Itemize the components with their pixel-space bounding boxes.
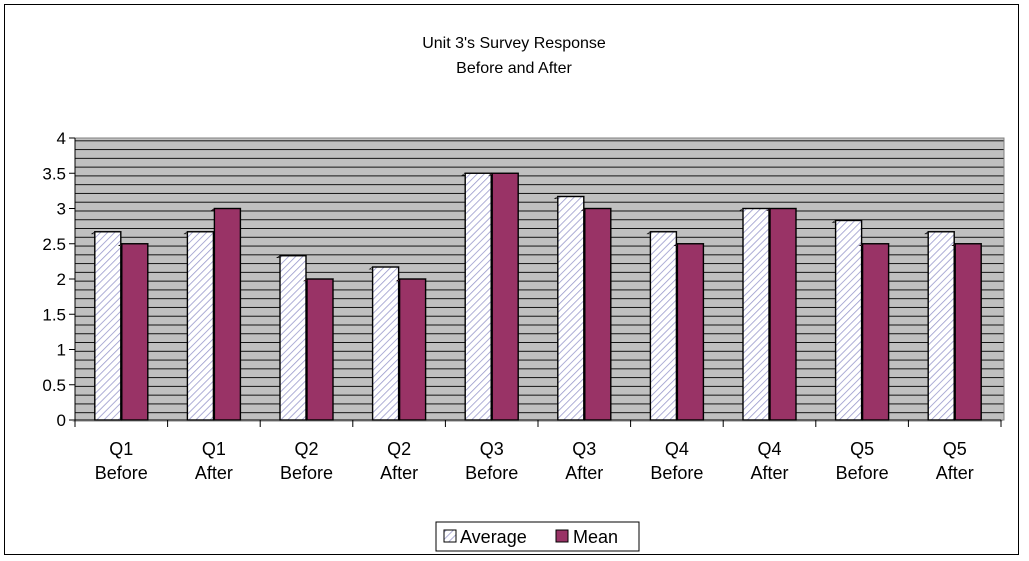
bar-face (491, 172, 519, 421)
legend-label-average: Average (460, 527, 527, 547)
bar-face (834, 219, 863, 421)
bar-face (557, 195, 585, 421)
bar-mean (673, 243, 705, 421)
bar-face (954, 243, 982, 421)
bar-face (464, 172, 492, 421)
bar-average (831, 219, 863, 421)
axis-labels: 0 0.5 1 1.5 2 2.5 3 3.5 4 Q1 Before Q1 After Q2 Before… (42, 129, 973, 483)
bar-face (649, 231, 678, 421)
bar-average (276, 255, 307, 421)
bar-mean (395, 278, 427, 421)
bar-face (861, 243, 890, 421)
bar-average (739, 207, 770, 421)
bar-average (183, 231, 215, 421)
x-category-label-line1: Q5 (850, 439, 874, 459)
x-category-label-line1: Q2 (294, 439, 318, 459)
bar-face (676, 243, 705, 421)
chart-subtitle: Before and After (456, 60, 572, 77)
bar-mean (951, 243, 983, 421)
bar-mean (488, 172, 520, 421)
x-category-label-line2: After (936, 463, 974, 483)
legend-label-mean: Mean (573, 527, 618, 547)
bar-mean (766, 207, 797, 421)
bar-face (186, 231, 215, 421)
x-category-label-line1: Q3 (572, 439, 596, 459)
x-category-label-line2: After (380, 463, 418, 483)
x-category-label-line1: Q3 (480, 439, 504, 459)
x-category-label-line2: After (750, 463, 788, 483)
bar-mean (858, 243, 890, 421)
y-tick-label: 4 (57, 129, 66, 148)
x-category-label-line1: Q4 (665, 439, 689, 459)
x-category-label-line1: Q2 (387, 439, 411, 459)
y-tick-label: 2.5 (42, 235, 66, 254)
bar-mean (117, 243, 149, 421)
y-tick-label: 2 (57, 270, 66, 289)
bar-mean (210, 207, 242, 421)
legend-swatch-mean (555, 529, 569, 543)
y-tick-label: 0 (57, 411, 66, 430)
bar-average (646, 231, 678, 421)
bar-face (121, 243, 149, 421)
x-category-label-line2: Before (95, 463, 148, 483)
bar-face (398, 278, 427, 421)
x-category-label-line1: Q4 (757, 439, 781, 459)
bar-face (371, 266, 400, 421)
bar-face (94, 231, 122, 421)
x-category-label-line2: Before (650, 463, 703, 483)
x-category-label-line2: Before (280, 463, 333, 483)
y-tick-label: 3 (57, 200, 66, 219)
y-tick-label: 3.5 (42, 164, 66, 183)
legend-swatch-average (443, 529, 457, 543)
x-category-label-line1: Q1 (109, 439, 133, 459)
bar-face (927, 231, 955, 421)
bar-average (90, 231, 122, 421)
bar-average (553, 195, 585, 421)
legend-box (435, 521, 640, 552)
bar-mean (580, 207, 612, 421)
y-tick-label: 1.5 (42, 305, 66, 324)
x-category-label-line1: Q1 (202, 439, 226, 459)
x-category-label-line2: Before (465, 463, 518, 483)
bar-average (368, 266, 400, 421)
bar-face (279, 255, 307, 421)
y-tick-label: 1 (57, 341, 66, 360)
bar-face (584, 207, 612, 421)
x-category-label-line2: After (565, 463, 603, 483)
bar-face (769, 207, 797, 421)
bar-face (213, 207, 242, 421)
bar-average (461, 172, 493, 421)
x-category-label-line1: Q5 (943, 439, 967, 459)
bar-mean (303, 278, 334, 421)
y-tick-label: 0.5 (42, 376, 66, 395)
x-category-label-line2: After (195, 463, 233, 483)
bar-average (924, 231, 956, 421)
chart-title: Unit 3's Survey Response (422, 35, 606, 52)
bar-face (306, 278, 334, 421)
bars (90, 172, 983, 421)
bar-face (742, 207, 770, 421)
x-category-label-line2: Before (836, 463, 889, 483)
legend: Average Mean (435, 521, 640, 552)
